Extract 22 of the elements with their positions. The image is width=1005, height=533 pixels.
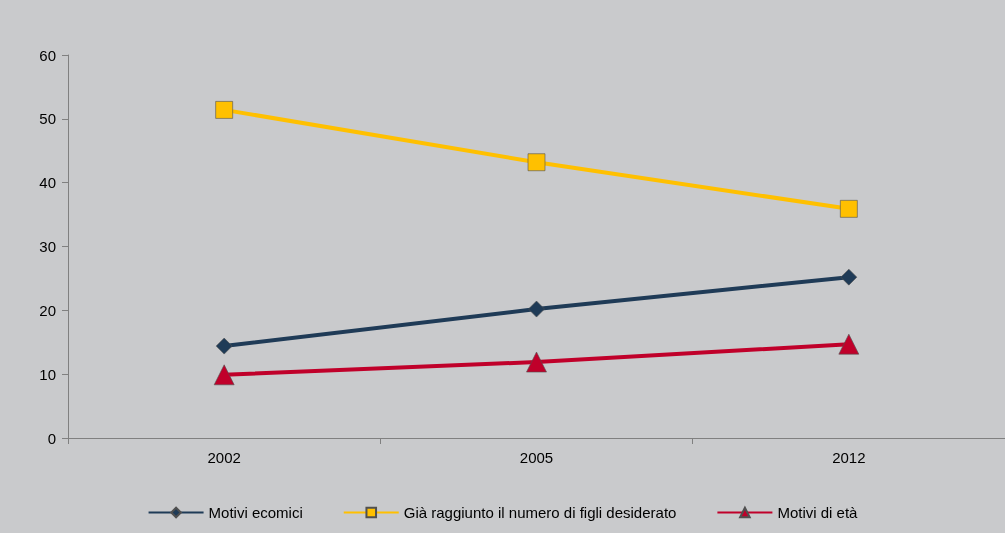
point [840,268,858,286]
point [526,351,547,373]
point [213,364,235,386]
point [528,300,545,318]
x-tick-label: 2002 [207,449,241,466]
y-tick-label: 60 [39,46,56,64]
x-tick-label: 2012 [832,449,866,466]
y-tick-label: 40 [39,174,56,192]
y-tick-label: 20 [39,301,56,319]
legend-label: Motivi ecomici [208,504,303,521]
x-tick-label: 2005 [519,449,554,466]
point [527,153,546,172]
point [840,200,858,218]
y-tick-label: 0 [47,429,56,447]
y-tick-label: 30 [39,238,56,255]
legend-label: Già raggiunto il numero di figli desiderato [403,504,677,521]
point [838,333,860,355]
y-tick-label: 10 [39,365,56,383]
legend-label: Motivi di età [777,504,859,521]
point [215,101,233,119]
y-tick-label: 50 [39,110,56,128]
point [215,337,233,355]
